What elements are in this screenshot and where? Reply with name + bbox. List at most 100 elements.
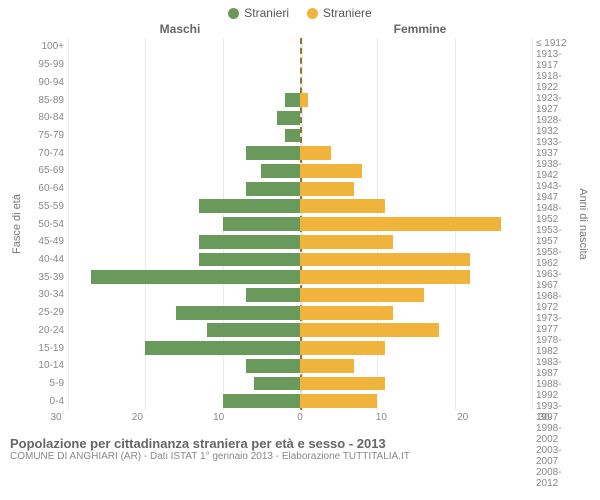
pyramid-row — [68, 215, 532, 233]
legend-male-swatch — [228, 8, 239, 19]
pyramid-row — [68, 339, 532, 357]
bar-female — [300, 377, 385, 391]
pyramid-row — [68, 197, 532, 215]
bar-male — [285, 129, 300, 143]
bar-male — [246, 288, 300, 302]
pyramid-row — [68, 233, 532, 251]
bar-male — [199, 235, 300, 249]
bar-male — [145, 341, 300, 355]
bar-female — [300, 323, 439, 337]
birth-tick: 1918-1922 — [532, 71, 574, 93]
y-axis-label-right: Anni di nascita — [574, 38, 592, 410]
birth-tick: 2003-2007 — [532, 445, 574, 467]
bar-female — [300, 270, 470, 284]
bar-male — [176, 306, 300, 320]
header-male: Maschi — [60, 22, 300, 36]
age-tick: 5-9 — [26, 375, 68, 393]
column-headers: Maschi Femmine — [60, 22, 540, 36]
x-tick: 30 — [50, 412, 61, 423]
x-tick: 30 — [538, 412, 549, 423]
legend-male: Stranieri — [228, 6, 289, 20]
x-tick: 20 — [132, 412, 143, 423]
birth-tick: 1953-1957 — [532, 225, 574, 247]
pyramid-row — [68, 162, 532, 180]
footer-sub: COMUNE DI ANGHIARI (AR) - Dati ISTAT 1° … — [10, 451, 590, 462]
pyramid-row — [68, 375, 532, 393]
bar-male — [246, 146, 300, 160]
pyramid-row — [68, 38, 532, 56]
birth-tick: 1923-1927 — [532, 93, 574, 115]
header-female: Femmine — [300, 22, 540, 36]
bar-male — [199, 199, 300, 213]
birth-tick: 1973-1977 — [532, 313, 574, 335]
age-tick: 85-89 — [26, 91, 68, 109]
age-tick: 45-49 — [26, 233, 68, 251]
birth-tick: 1958-1962 — [532, 247, 574, 269]
birth-tick: 1933-1937 — [532, 137, 574, 159]
bar-male — [223, 217, 300, 231]
age-tick: 10-14 — [26, 357, 68, 375]
birth-tick: 1968-1972 — [532, 291, 574, 313]
bar-male — [91, 270, 300, 284]
birth-tick: 1988-1992 — [532, 379, 574, 401]
bar-male — [199, 253, 300, 267]
chart: Fasce di età 100+95-9990-9485-8980-8475-… — [0, 38, 600, 410]
pyramid-row — [68, 322, 532, 340]
age-tick: 25-29 — [26, 304, 68, 322]
bar-male — [246, 359, 300, 373]
birth-tick: ≤ 1912 — [532, 38, 574, 49]
legend-female: Straniere — [307, 6, 372, 20]
footer-title: Popolazione per cittadinanza straniera p… — [10, 436, 590, 451]
pyramid-row — [68, 251, 532, 269]
birth-tick: 1913-1917 — [532, 49, 574, 71]
plot-area — [68, 38, 532, 410]
pyramid-row — [68, 180, 532, 198]
bar-female — [300, 235, 393, 249]
legend: Stranieri Straniere — [0, 0, 600, 20]
bar-female — [300, 253, 470, 267]
age-tick: 35-39 — [26, 268, 68, 286]
birth-tick: 1928-1932 — [532, 115, 574, 137]
bar-female — [300, 341, 385, 355]
age-tick: 15-19 — [26, 339, 68, 357]
bar-male — [285, 93, 300, 107]
age-tick: 75-79 — [26, 127, 68, 145]
bar-female — [300, 288, 424, 302]
bar-female — [300, 164, 362, 178]
bar-male — [207, 323, 300, 337]
pyramid-row — [68, 109, 532, 127]
bar-female — [300, 394, 377, 408]
bar-female — [300, 182, 354, 196]
pyramid-row — [68, 268, 532, 286]
pyramid-row — [68, 144, 532, 162]
age-tick: 60-64 — [26, 180, 68, 198]
y-ticks-right: ≤ 19121913-19171918-19221923-19271928-19… — [532, 38, 574, 410]
pyramid-row — [68, 286, 532, 304]
pyramid-row — [68, 304, 532, 322]
bar-male — [277, 111, 300, 125]
x-axis: 3020100102030 — [56, 410, 544, 430]
age-tick: 70-74 — [26, 144, 68, 162]
birth-tick: 1938-1942 — [532, 159, 574, 181]
age-tick: 100+ — [26, 38, 68, 56]
age-tick: 20-24 — [26, 322, 68, 340]
x-tick: 0 — [297, 412, 303, 423]
birth-tick: 1948-1952 — [532, 203, 574, 225]
pyramid-row — [68, 357, 532, 375]
age-tick: 55-59 — [26, 197, 68, 215]
bar-female — [300, 93, 308, 107]
bar-female — [300, 199, 385, 213]
pyramid-row — [68, 73, 532, 91]
x-tick: 20 — [457, 412, 468, 423]
birth-tick: 1943-1947 — [532, 181, 574, 203]
legend-female-swatch — [307, 8, 318, 19]
age-tick: 30-34 — [26, 286, 68, 304]
age-tick: 95-99 — [26, 56, 68, 74]
bar-male — [246, 182, 300, 196]
bar-male — [254, 377, 300, 391]
x-tick: 10 — [213, 412, 224, 423]
legend-male-label: Stranieri — [244, 6, 289, 20]
age-tick: 50-54 — [26, 215, 68, 233]
age-tick: 80-84 — [26, 109, 68, 127]
pyramid-row — [68, 91, 532, 109]
